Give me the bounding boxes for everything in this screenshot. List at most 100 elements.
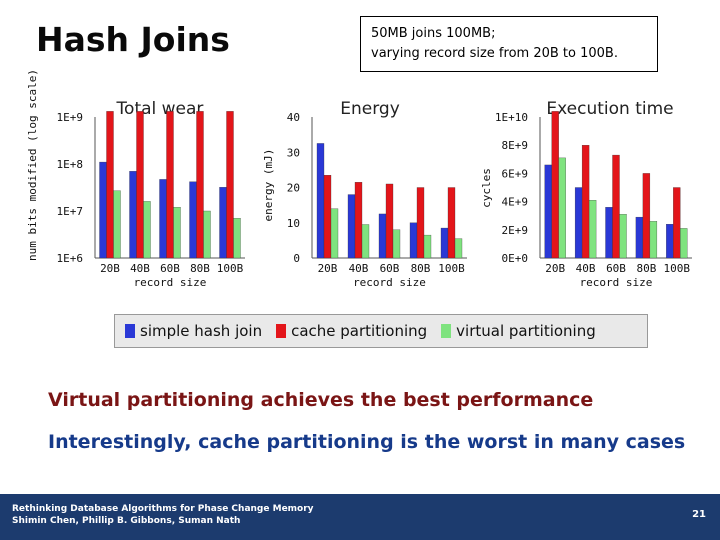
bar-virtual bbox=[454, 238, 463, 259]
x-tick-label: 40B bbox=[576, 262, 596, 275]
bar-simple bbox=[544, 164, 552, 259]
bar-virtual bbox=[143, 201, 151, 259]
finding-2: Interestingly, cache partitioning is the… bbox=[48, 431, 686, 453]
y-tick-label: 20 bbox=[287, 182, 300, 195]
x-tick-label: 80B bbox=[190, 262, 210, 275]
bar-simple bbox=[635, 216, 644, 259]
finding-1: Virtual partitioning achieves the best p… bbox=[48, 389, 594, 411]
bar-cache bbox=[385, 183, 394, 259]
legend-label-virtual: virtual partitioning bbox=[456, 322, 596, 340]
y-axis-label: num bits modified (log scale) bbox=[26, 69, 39, 261]
bar-simple bbox=[378, 213, 387, 259]
legend-label-cache: cache partitioning bbox=[291, 322, 428, 340]
x-axis-label: record size bbox=[353, 276, 426, 289]
bar-virtual bbox=[558, 157, 566, 259]
callout-line-2: varying record size from 20B to 100B. bbox=[371, 46, 618, 61]
x-axis-label: record size bbox=[580, 276, 653, 289]
bar-virtual bbox=[392, 229, 401, 259]
legend-item-cache: cache partitioning bbox=[276, 322, 427, 340]
bar-cache bbox=[612, 154, 620, 259]
footer-bar: Rethinking Database Algorithms for Phase… bbox=[0, 494, 720, 540]
bar-simple bbox=[440, 227, 449, 259]
bar-virtual bbox=[588, 200, 597, 259]
y-tick-label: 1E+7 bbox=[57, 205, 84, 218]
chart-legend: simple hash join cache partitioning virt… bbox=[114, 314, 648, 348]
y-tick-label: 30 bbox=[287, 146, 300, 159]
bar-simple bbox=[574, 187, 583, 259]
legend-item-simple: simple hash join bbox=[125, 322, 262, 340]
y-tick-label: 1E+8 bbox=[57, 158, 84, 171]
bar-virtual bbox=[113, 190, 121, 259]
bar-cache bbox=[354, 182, 363, 259]
bar-cache bbox=[551, 111, 559, 259]
y-tick-label: 0 bbox=[293, 252, 300, 265]
bar-simple bbox=[316, 143, 325, 259]
callout-line-1: 50MB joins 100MB; bbox=[371, 26, 496, 41]
y-axis-label: energy (mJ) bbox=[262, 149, 275, 222]
y-tick-label: 4E+9 bbox=[502, 196, 529, 209]
bar-virtual bbox=[233, 218, 241, 259]
y-tick-label: 40 bbox=[287, 111, 300, 124]
bar-cache bbox=[166, 111, 174, 259]
y-tick-label: 1E+10 bbox=[495, 111, 528, 124]
chart-title: Energy bbox=[340, 99, 400, 119]
bar-simple bbox=[409, 222, 418, 259]
legend-label-simple: simple hash join bbox=[140, 322, 263, 340]
bar-simple bbox=[99, 161, 107, 259]
y-tick-label: 0E+0 bbox=[502, 252, 529, 265]
footer-authors: Shimin Chen, Phillip B. Gibbons, Suman N… bbox=[12, 516, 241, 526]
legend-item-virtual: virtual partitioning bbox=[441, 322, 596, 340]
footer-refs: Rethinking Database Algorithms for Phase… bbox=[12, 503, 314, 527]
bar-cache bbox=[642, 173, 651, 259]
chart-title: Total wear bbox=[116, 99, 204, 119]
bar-virtual bbox=[330, 208, 339, 259]
bar-simple bbox=[189, 181, 197, 259]
bar-cache bbox=[416, 187, 425, 259]
x-tick-label: 40B bbox=[349, 262, 369, 275]
x-tick-label: 60B bbox=[380, 262, 400, 275]
y-tick-label: 10 bbox=[287, 217, 300, 230]
charts-canvas: Total wear num bits modified (log scale) 1… bbox=[26, 69, 692, 289]
bar-simple bbox=[129, 171, 137, 259]
x-tick-label: 20B bbox=[100, 262, 120, 275]
x-tick-label: 80B bbox=[411, 262, 431, 275]
experiment-callout: 50MB joins 100MB; varying record size fr… bbox=[360, 16, 658, 72]
bar-cache bbox=[136, 111, 144, 259]
bar-cache bbox=[106, 111, 114, 259]
y-axis-label: cycles bbox=[480, 168, 493, 208]
x-tick-label: 100B bbox=[664, 262, 691, 275]
bar-virtual bbox=[173, 207, 181, 259]
bar-simple bbox=[605, 207, 613, 259]
page-title: Hash Joins bbox=[36, 20, 230, 59]
y-tick-label: 1E+6 bbox=[57, 252, 84, 265]
legend-swatch-virtual bbox=[441, 324, 452, 338]
bar-virtual bbox=[203, 210, 211, 259]
x-tick-label: 100B bbox=[438, 262, 465, 275]
x-tick-label: 80B bbox=[636, 262, 656, 275]
bar-virtual bbox=[680, 228, 688, 259]
x-tick-label: 40B bbox=[130, 262, 150, 275]
bar-cache bbox=[447, 187, 456, 259]
bar-cache bbox=[226, 111, 234, 259]
x-tick-label: 100B bbox=[217, 262, 244, 275]
y-tick-label: 8E+9 bbox=[502, 139, 529, 152]
footer-paper-title: Rethinking Database Algorithms for Phase… bbox=[12, 504, 314, 514]
bar-cache bbox=[323, 175, 332, 259]
bar-virtual bbox=[619, 214, 627, 259]
bar-simple bbox=[347, 194, 356, 259]
bar-simple bbox=[219, 187, 227, 259]
x-tick-label: 60B bbox=[160, 262, 180, 275]
page-number: 21 bbox=[692, 509, 706, 520]
legend-swatch-cache bbox=[276, 324, 287, 338]
bar-simple bbox=[666, 224, 674, 259]
x-tick-label: 20B bbox=[318, 262, 338, 275]
bar-cache bbox=[673, 187, 681, 259]
x-tick-label: 20B bbox=[545, 262, 565, 275]
bar-virtual bbox=[361, 224, 370, 259]
x-axis-label: record size bbox=[134, 276, 207, 289]
bar-simple bbox=[159, 179, 167, 259]
bar-virtual bbox=[649, 221, 658, 259]
x-tick-label: 60B bbox=[606, 262, 626, 275]
legend-swatch-simple bbox=[125, 324, 135, 338]
bar-virtual bbox=[423, 234, 432, 259]
